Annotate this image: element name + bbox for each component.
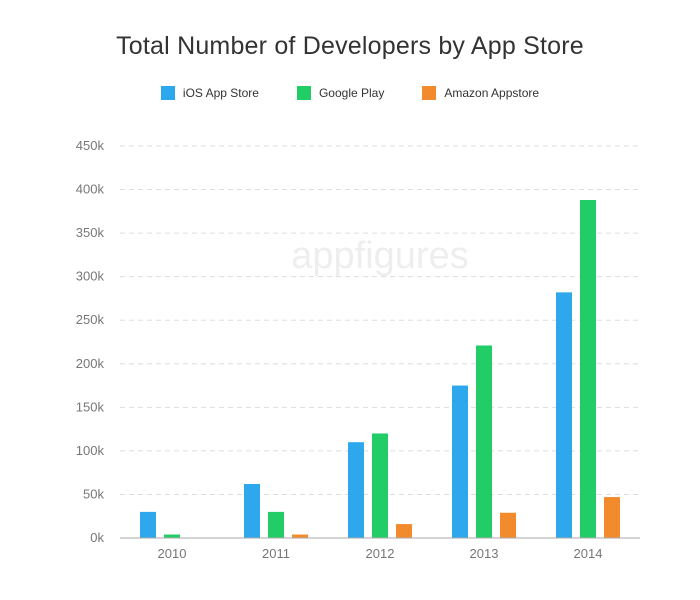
bar-ios-app-store-2014 — [556, 292, 572, 538]
y-tick-label: 300k — [76, 269, 105, 284]
legend-swatch-ios — [160, 86, 175, 100]
legend-label-google-play: Google Play — [318, 86, 385, 100]
bar-google-play-2011 — [268, 511, 284, 538]
chart-title: Total Number of Developers by App Store — [116, 32, 584, 60]
x-tick-label: 2010 — [158, 546, 187, 561]
bar-amazon-appstore-2013 — [500, 512, 516, 538]
bar-google-play-2013 — [476, 345, 492, 538]
y-tick-label: 450k — [76, 138, 105, 153]
bar-google-play-2010 — [164, 534, 180, 538]
y-tick-label: 400k — [76, 182, 105, 197]
y-tick-label: 250k — [76, 312, 105, 327]
y-tick-label: 100k — [76, 443, 105, 458]
x-tick-label: 2011 — [262, 546, 290, 561]
x-tick-label: 2013 — [470, 546, 499, 561]
legend-item-amazon[interactable]: Amazon Appstore — [422, 86, 539, 100]
legend-label-amazon: Amazon Appstore — [444, 86, 540, 100]
bar-ios-app-store-2010 — [140, 511, 156, 538]
legend: iOS App Store Google Play Amazon Appstor… — [0, 86, 700, 100]
y-tick-label: 200k — [76, 356, 105, 371]
bar-ios-app-store-2012 — [348, 442, 364, 538]
bar-amazon-appstore-2012 — [396, 524, 412, 538]
y-tick-label: 150k — [76, 399, 105, 414]
bar-amazon-appstore-2011 — [292, 534, 308, 538]
watermark: appfigures — [291, 235, 468, 277]
x-tick-label: 2014 — [574, 546, 603, 561]
y-tick-label: 0k — [90, 530, 104, 545]
bar-google-play-2014 — [580, 200, 596, 538]
legend-item-ios[interactable]: iOS App Store — [160, 86, 259, 100]
legend-item-google-play[interactable]: Google Play — [296, 86, 385, 100]
legend-swatch-amazon — [422, 86, 437, 100]
x-tick-label: 2012 — [366, 546, 395, 561]
bar-amazon-appstore-2014 — [604, 497, 620, 538]
bar-ios-app-store-2013 — [452, 385, 468, 538]
bar-ios-app-store-2011 — [244, 483, 260, 538]
bar-google-play-2012 — [372, 433, 388, 538]
legend-swatch-google-play — [296, 86, 311, 100]
y-tick-label: 350k — [76, 225, 105, 240]
y-tick-label: 50k — [83, 486, 104, 501]
legend-label-ios: iOS App Store — [182, 86, 259, 100]
